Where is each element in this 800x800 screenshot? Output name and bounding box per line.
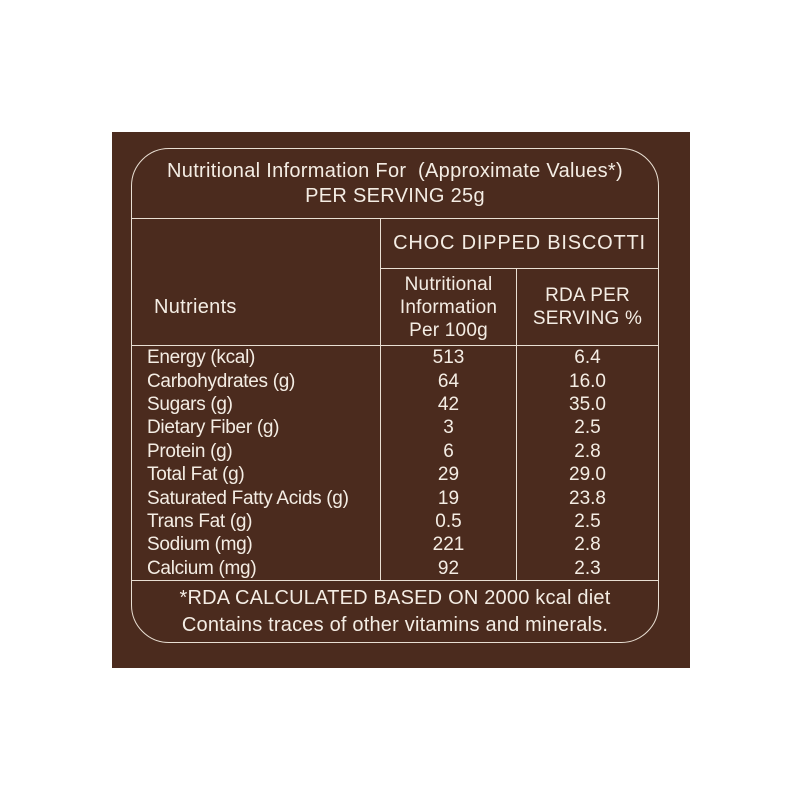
nutrient-per-100g-value: 0.5 [381,509,517,534]
nutrient-per-100g-value: 3 [381,416,517,440]
table-header: Nutrients CHOC DIPPED BISCOTTI Nutrition… [132,219,658,345]
nutrient-rda-value: 29.0 [569,464,606,486]
footnote-line2: Contains traces of other vitamins and mi… [181,613,609,636]
nutrient-name: Sugars (g) [132,392,381,417]
nutrient-per-100g-value: 513 [381,346,517,370]
nutrient-rda-value: 16.0 [569,370,606,392]
nutrient-rda-value: 23.8 [569,487,606,509]
nutrient-per-100g-value: 64 [381,369,517,393]
nutrient-name: Carbohydrates (g) [132,369,381,393]
nutrient-name: Saturated Fatty Acids (g) [132,486,381,510]
nutrition-label-panel: Nutritional Information For (Approximate… [112,132,690,668]
nutrition-label-frame: Nutritional Information For (Approximate… [131,148,659,643]
nutrient-name: Sodium (mg) [132,533,381,557]
column-header-nutrients: Nutrients [132,219,381,345]
rda-header-line2: SERVING % [532,308,643,329]
per100g-header-line2: Information [399,296,498,318]
nutrients-label: Nutrients [154,296,237,318]
product-column-group: CHOC DIPPED BISCOTTI Nutritional Informa… [381,219,658,345]
nutrient-per-100g-value: 6 [381,439,517,464]
table-body: Energy (kcal) 513 6.4 Carbohydrates (g) … [132,345,658,581]
footnote-line1: *RDA CALCULATED BASED ON 2000 kcal diet [179,586,611,609]
column-header-rda: RDA PER SERVING % [517,269,658,345]
nutrient-name: Dietary Fiber (g) [132,416,381,440]
nutrient-rda-value: 2.8 [574,440,601,462]
table-row: Calcium (mg) 92 2.3 [132,556,658,581]
label-title: Nutritional Information For (Approximate… [132,149,658,219]
nutrient-name: Protein (g) [132,439,381,464]
nutrient-rda-value: 2.5 [574,417,601,439]
nutrient-rda-value: 2.5 [574,511,601,533]
rda-header-line1: RDA PER [545,285,630,306]
table-row: Trans Fat (g) 0.5 2.5 [132,509,658,534]
product-header: CHOC DIPPED BISCOTTI [381,219,658,269]
column-header-per-100g: Nutritional Information Per 100g [381,269,517,345]
table-row: Dietary Fiber (g) 3 2.5 [132,416,658,440]
nutrient-name: Calcium (mg) [132,556,381,581]
nutrient-rda-value: 6.4 [574,347,601,369]
nutrient-rda-value: 2.8 [574,534,601,556]
label-title-line1: Nutritional Information For (Approximate… [167,159,623,182]
label-title-line2: PER SERVING 25g [305,184,485,207]
nutrient-name: Total Fat (g) [132,463,381,487]
table-row: Protein (g) 6 2.8 [132,439,658,464]
nutrient-per-100g-value: 221 [381,533,517,557]
nutrient-per-100g-value: 29 [381,463,517,487]
label-footnote: *RDA CALCULATED BASED ON 2000 kcal diet … [132,581,658,642]
table-row: Saturated Fatty Acids (g) 19 23.8 [132,486,658,510]
nutrient-rda-value: 35.0 [569,394,606,416]
nutrient-per-100g-value: 42 [381,392,517,417]
nutrient-rda-value: 2.3 [574,557,601,579]
table-row: Sodium (mg) 221 2.8 [132,533,658,557]
nutrient-per-100g-value: 92 [381,556,517,581]
subheaders-row: Nutritional Information Per 100g RDA PER… [381,269,658,345]
table-row: Total Fat (g) 29 29.0 [132,463,658,487]
nutrient-name: Energy (kcal) [132,346,381,370]
nutrient-name: Trans Fat (g) [132,509,381,534]
table-row: Energy (kcal) 513 6.4 [132,346,658,370]
table-row: Carbohydrates (g) 64 16.0 [132,369,658,393]
nutrient-per-100g-value: 19 [381,486,517,510]
per100g-header-line3: Per 100g [409,319,488,341]
per100g-header-line1: Nutritional [404,273,493,295]
table-row: Sugars (g) 42 35.0 [132,392,658,417]
